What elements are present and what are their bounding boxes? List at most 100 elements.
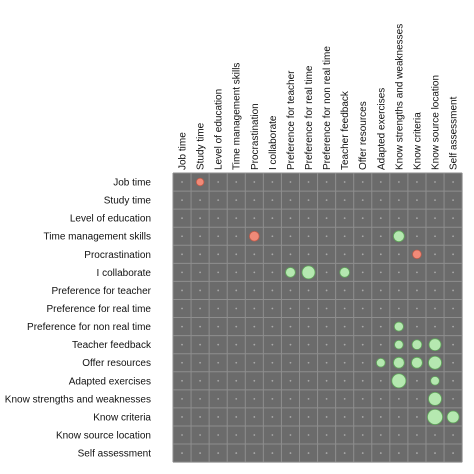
empty-cell-dot xyxy=(379,416,382,418)
row-label: Time management skills xyxy=(44,232,151,243)
row-label: Adapted exercises xyxy=(69,376,151,387)
empty-cell-dot xyxy=(307,361,310,364)
row-label: Preference for non real time xyxy=(27,322,151,333)
empty-cell-dot xyxy=(452,325,454,328)
column-label: Know source location xyxy=(431,75,442,170)
empty-cell-dot xyxy=(217,343,220,346)
empty-cell-dot xyxy=(416,271,418,274)
empty-cell-dot xyxy=(199,434,202,436)
empty-cell-dot xyxy=(397,181,400,183)
column-label: Preference for real time xyxy=(304,65,315,170)
empty-cell-dot xyxy=(325,361,328,364)
positive-correlation-mark xyxy=(376,357,386,368)
empty-cell-dot xyxy=(253,361,256,364)
empty-cell-dot xyxy=(397,397,400,400)
empty-cell-dot xyxy=(307,307,310,310)
empty-cell-dot xyxy=(397,253,400,256)
empty-cell-dot xyxy=(452,289,454,292)
empty-cell-dot xyxy=(271,253,274,256)
empty-cell-dot xyxy=(181,361,183,364)
empty-cell-dot xyxy=(361,217,364,220)
empty-cell-dot xyxy=(452,199,454,202)
positive-correlation-mark xyxy=(285,267,296,278)
empty-cell-dot xyxy=(434,253,436,256)
empty-cell-dot xyxy=(361,343,364,346)
positive-correlation-mark xyxy=(411,356,423,369)
empty-cell-dot xyxy=(379,307,382,310)
empty-cell-dot xyxy=(289,397,292,400)
empty-cell-dot xyxy=(253,452,256,454)
empty-cell-dot xyxy=(397,307,400,310)
empty-cell-dot xyxy=(379,289,382,292)
empty-cell-dot xyxy=(253,289,256,292)
empty-cell-dot xyxy=(416,397,418,400)
empty-cell-dot xyxy=(181,253,183,256)
empty-cell-dot xyxy=(343,434,346,436)
empty-cell-dot xyxy=(253,379,256,382)
empty-cell-dot xyxy=(452,217,454,220)
empty-cell-dot xyxy=(325,434,328,436)
empty-cell-dot xyxy=(361,307,364,310)
empty-cell-dot xyxy=(253,307,256,310)
empty-cell-dot xyxy=(217,289,220,292)
empty-cell-dot xyxy=(379,434,382,436)
empty-cell-dot xyxy=(416,434,418,436)
empty-cell-dot xyxy=(235,217,238,220)
column-label: Adapted exercises xyxy=(376,88,387,170)
empty-cell-dot xyxy=(271,379,274,382)
empty-cell-dot xyxy=(253,434,256,436)
positive-correlation-mark xyxy=(391,373,407,389)
empty-cell-dot xyxy=(271,325,274,328)
row-label: Job time xyxy=(113,178,151,189)
empty-cell-dot xyxy=(343,199,346,202)
empty-cell-dot xyxy=(289,434,292,436)
empty-cell-dot xyxy=(235,379,238,382)
empty-cell-dot xyxy=(416,181,418,183)
empty-cell-dot xyxy=(235,434,238,436)
empty-cell-dot xyxy=(289,289,292,292)
empty-cell-dot xyxy=(217,253,220,256)
empty-cell-dot xyxy=(271,452,274,454)
empty-cell-dot xyxy=(289,181,292,183)
empty-cell-dot xyxy=(181,397,183,400)
empty-cell-dot xyxy=(325,452,328,454)
empty-cell-dot xyxy=(235,253,238,256)
empty-cell-dot xyxy=(343,235,346,238)
empty-cell-dot xyxy=(217,379,220,382)
positive-correlation-mark xyxy=(446,410,460,424)
empty-cell-dot xyxy=(289,452,292,454)
empty-cell-dot xyxy=(343,397,346,400)
empty-cell-dot xyxy=(361,452,364,454)
row-label: Teacher feedback xyxy=(72,340,152,351)
empty-cell-dot xyxy=(343,217,346,220)
empty-cell-dot xyxy=(253,343,256,346)
empty-cell-dot xyxy=(343,253,346,256)
empty-cell-dot xyxy=(452,434,454,436)
empty-cell-dot xyxy=(434,181,436,183)
empty-cell-dot xyxy=(181,416,183,418)
empty-cell-dot xyxy=(271,235,274,238)
empty-cell-dot xyxy=(452,235,454,238)
empty-cell-dot xyxy=(235,416,238,418)
empty-cell-dot xyxy=(379,397,382,400)
empty-cell-dot xyxy=(307,434,310,436)
empty-cell-dot xyxy=(397,434,400,436)
empty-cell-dot xyxy=(343,416,346,418)
empty-cell-dot xyxy=(235,307,238,310)
empty-cell-dot xyxy=(416,325,418,328)
row-label: Offer resources xyxy=(82,358,151,369)
column-label: Time management skills xyxy=(232,63,243,170)
empty-cell-dot xyxy=(271,397,274,400)
empty-cell-dot xyxy=(343,379,346,382)
empty-cell-dot xyxy=(235,271,238,274)
empty-cell-dot xyxy=(361,235,364,238)
empty-cell-dot xyxy=(271,343,274,346)
empty-cell-dot xyxy=(271,416,274,418)
empty-cell-dot xyxy=(271,271,274,274)
empty-cell-dot xyxy=(181,181,183,183)
column-label: Procrastination xyxy=(250,103,261,170)
empty-cell-dot xyxy=(199,325,202,328)
empty-cell-dot xyxy=(434,289,436,292)
empty-cell-dot xyxy=(416,452,418,454)
row-label: I collaborate xyxy=(97,268,152,279)
